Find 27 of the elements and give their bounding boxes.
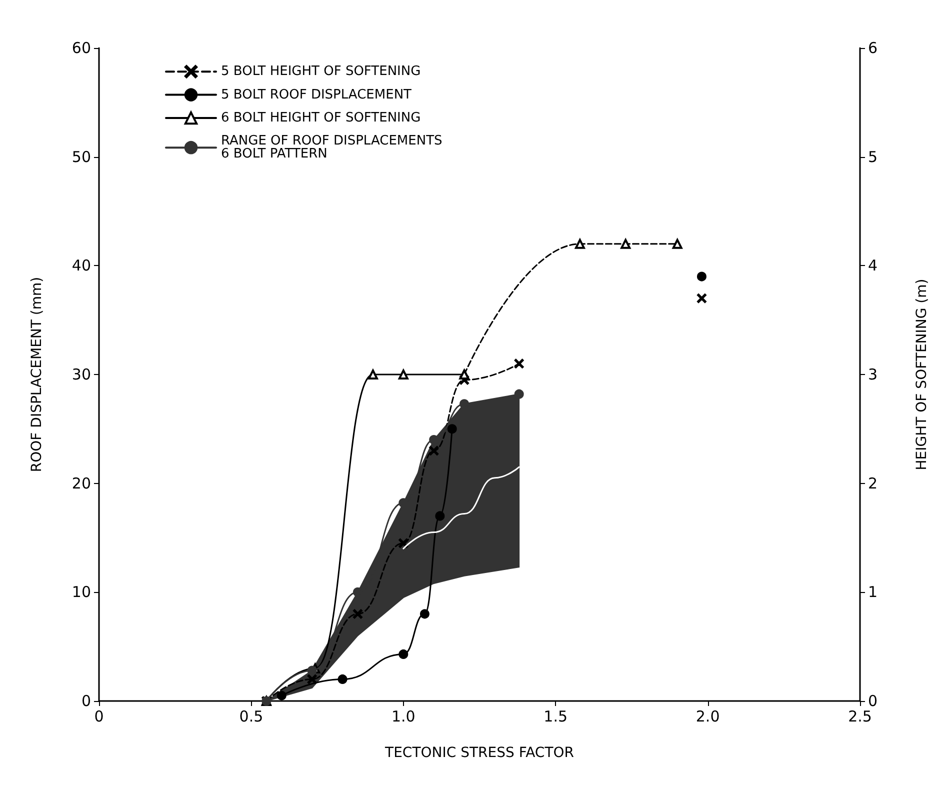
y-tick-label: 50 [72, 148, 91, 166]
y2-tick-label: 4 [868, 256, 878, 275]
y-tick-label: 10 [72, 583, 91, 602]
y-tick-label: 20 [72, 474, 91, 492]
x-tick-label: 1.0 [391, 708, 416, 726]
y2-tick-label: 5 [868, 148, 878, 166]
y2-tick-label: 1 [868, 583, 878, 602]
y-tick-label: 40 [72, 256, 91, 275]
y2-tick-label: 0 [868, 692, 878, 710]
x-tick-label: 0 [94, 708, 104, 726]
y2-axis-title: HEIGHT OF SOFTENING (m) [914, 278, 930, 470]
y-tick-label: 0 [81, 692, 91, 710]
legend-label: 5 BOLT HEIGHT OF SOFTENING [221, 64, 421, 80]
x-tick-label: 1.5 [544, 708, 568, 726]
legend-label: 6 BOLT HEIGHT OF SOFTENING [221, 110, 421, 126]
y-tick-label: 60 [72, 39, 91, 57]
legend-label: 5 BOLT ROOF DISPLACEMENT [221, 87, 412, 102]
x-tick-label: 0.5 [239, 708, 264, 726]
y2-tick-label: 3 [868, 366, 878, 384]
x-tick-label: 2.5 [848, 708, 872, 726]
y2-tick-label: 6 [868, 39, 878, 57]
y-axis-title: ROOF DISPLACEMENT (mm) [29, 276, 45, 472]
y-tick-label: 30 [72, 366, 91, 384]
y2-tick-label: 2 [868, 474, 878, 492]
legend-label: RANGE OF ROOF DISPLACEMENTS 6 BOLT PATTERN [221, 134, 442, 162]
x-axis-title: TECTONIC STRESS FACTOR [384, 745, 574, 761]
x-tick-label: 2.0 [696, 708, 720, 726]
